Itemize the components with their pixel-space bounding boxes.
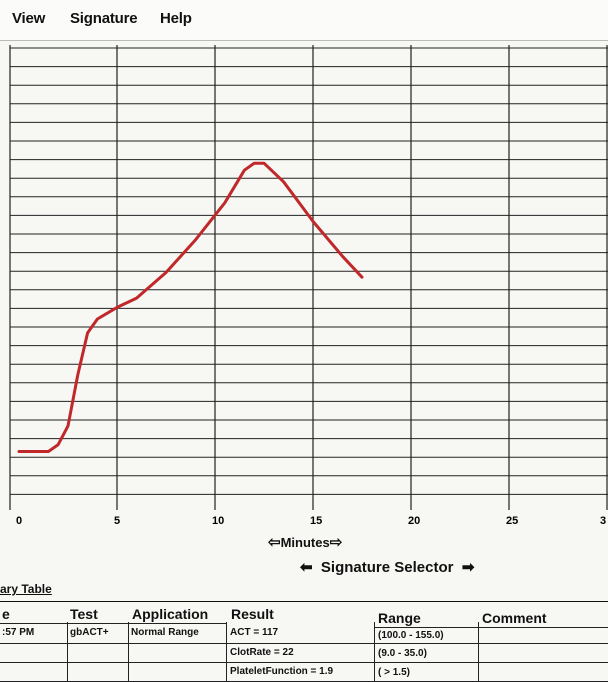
col-divider <box>478 622 479 682</box>
signature-right-arrow-icon[interactable]: ➡ <box>461 559 475 577</box>
menu-signature[interactable]: Signature <box>70 10 138 27</box>
row-divider <box>0 662 608 663</box>
x-tick-label: 15 <box>310 515 322 527</box>
signature-selector: ⬅ Signature Selector ➡ <box>300 558 475 577</box>
x-tick-label: 20 <box>408 515 420 527</box>
col-divider <box>226 622 227 682</box>
minutes-right-arrow-icon[interactable]: ⇨ <box>329 534 343 551</box>
signature-curve <box>17 161 364 453</box>
header-comment: Comment <box>482 610 547 626</box>
col-divider <box>67 622 68 682</box>
row-test: gbACT+ <box>70 627 109 638</box>
header-time: e <box>2 606 10 622</box>
x-tick-label: 5 <box>114 515 120 527</box>
chart-grid <box>9 45 608 510</box>
header-test: Test <box>70 606 98 622</box>
summary-table: e Test Application Result Range Comment … <box>0 601 608 682</box>
menu-bar: View Signature Help <box>0 0 608 41</box>
range-platelet-function: ( > 1.5) <box>378 667 410 678</box>
minutes-label: Minutes <box>280 534 330 550</box>
header-range: Range <box>378 610 421 626</box>
menu-help[interactable]: Help <box>160 10 192 27</box>
row-time: :57 PM <box>2 627 35 638</box>
result-clot-rate: ClotRate = 22 <box>230 647 294 658</box>
x-tick-label: 25 <box>506 515 518 527</box>
header-result: Result <box>231 606 274 622</box>
x-tick-labels: 0 5 10 15 20 25 3 <box>16 515 606 527</box>
menu-view[interactable]: View <box>12 10 46 27</box>
minutes-navigator: ⇦Minutes⇨ <box>268 533 342 551</box>
x-tick-label: 3 <box>600 515 606 527</box>
col-divider <box>128 622 129 682</box>
col-divider <box>374 622 375 682</box>
result-act: ACT = 117 <box>230 627 279 638</box>
x-tick-label: 0 <box>16 515 22 527</box>
row-divider <box>0 643 608 644</box>
range-clot-rate: (9.0 - 35.0) <box>378 648 427 659</box>
summary-table-title: ary Table <box>0 582 52 596</box>
signature-chart: 0 5 10 15 20 25 3 <box>9 45 608 527</box>
minutes-left-arrow-icon[interactable]: ⇦ <box>268 534 281 551</box>
signature-left-arrow-icon[interactable]: ⬅ <box>300 559 313 577</box>
row-divider <box>0 623 226 624</box>
result-platelet-function: PlateletFunction = 1.9 <box>230 666 334 677</box>
row-divider <box>374 627 608 628</box>
signature-selector-label: Signature Selector <box>320 558 454 576</box>
header-application: Application <box>132 606 209 622</box>
x-tick-label: 10 <box>212 515 224 527</box>
row-application: Normal Range <box>131 627 199 638</box>
range-act: (100.0 - 155.0) <box>378 630 444 641</box>
